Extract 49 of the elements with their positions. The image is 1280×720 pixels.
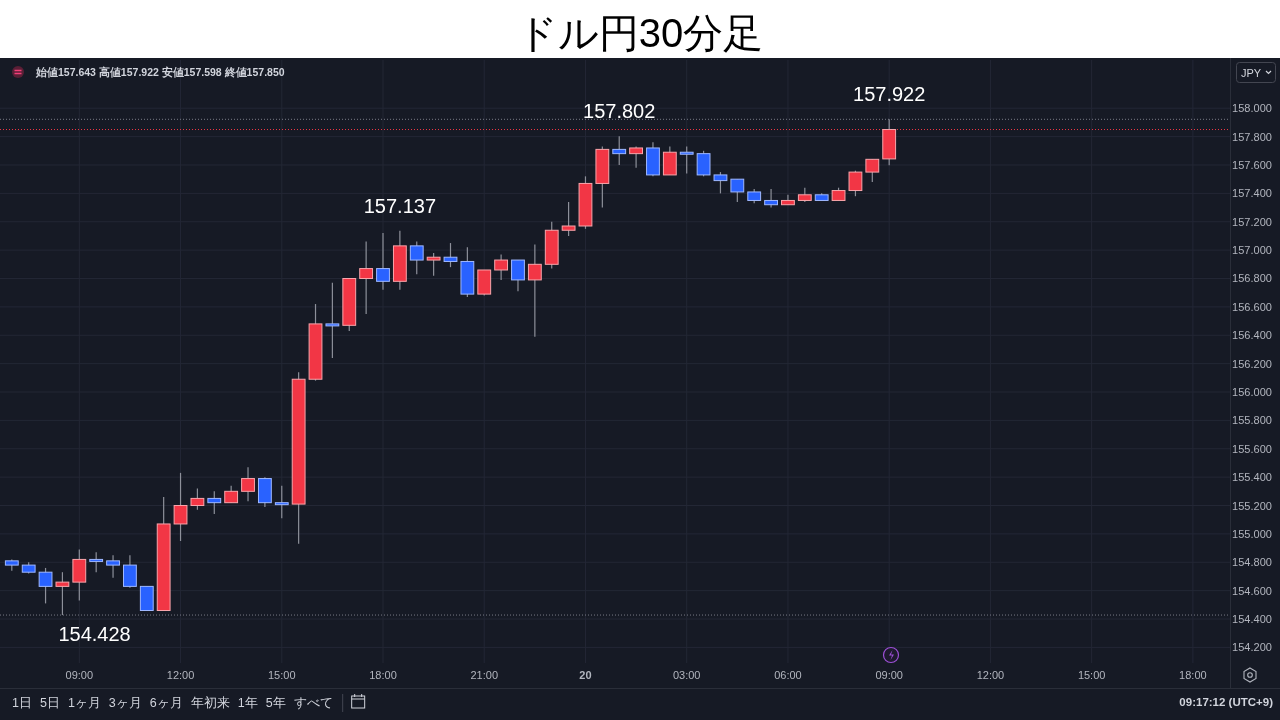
- y-tick-label: 158.000: [1232, 102, 1272, 115]
- annotation: 157.137: [363, 194, 437, 217]
- y-tick-label: 157.200: [1232, 215, 1272, 228]
- y-tick-label: 155.200: [1232, 499, 1272, 512]
- x-tick-label: 09:00: [65, 669, 94, 681]
- y-tick-label: 157.600: [1232, 158, 1272, 171]
- text: 5年: [265, 695, 286, 710]
- annotation: 157.802: [583, 100, 656, 123]
- y-tick-label: 154.600: [1232, 584, 1272, 597]
- annotation: 154.428: [58, 623, 131, 646]
- text: JPY: [1241, 66, 1262, 79]
- x-tick-label: 03:00: [672, 669, 701, 681]
- text: 1年: [237, 695, 258, 710]
- text: 1ヶ月: [67, 695, 101, 710]
- text: 09:17:12 (UTC+9): [1179, 696, 1274, 708]
- y-tick-label: 156.000: [1232, 386, 1272, 398]
- y-tick-label: 155.600: [1232, 442, 1272, 455]
- text: 年初来: [190, 695, 230, 710]
- y-tick-label: 154.200: [1232, 641, 1272, 654]
- y-tick-label: 155.000: [1232, 527, 1272, 540]
- text: 3ヶ月: [108, 695, 142, 710]
- text: 5日: [39, 695, 60, 710]
- y-tick-label: 156.600: [1232, 300, 1272, 313]
- x-tick-label: 18:00: [1179, 669, 1207, 681]
- x-tick-label: 12:00: [976, 669, 1005, 681]
- text: すべて: [293, 695, 333, 710]
- y-tick-label: 156.800: [1232, 272, 1272, 285]
- annotation: 157.922: [853, 83, 926, 106]
- y-tick-label: 156.200: [1232, 357, 1272, 370]
- y-tick-label: 154.400: [1232, 613, 1272, 626]
- text: 6ヶ月: [149, 695, 183, 710]
- x-tick-label: 21:00: [470, 669, 498, 681]
- annotation: 始値157.643 高値157.922 安値157.598 終値157.850: [35, 65, 285, 78]
- chart-title: ドル円30分足: [516, 11, 764, 55]
- y-tick-label: 157.800: [1232, 130, 1272, 143]
- x-tick-label: 12:00: [166, 669, 195, 681]
- y-tick-label: 155.800: [1232, 414, 1272, 427]
- y-tick-label: 156.400: [1232, 329, 1272, 342]
- x-tick-label: 18:00: [369, 669, 397, 681]
- y-tick-label: 157.000: [1232, 244, 1272, 257]
- y-tick-label: 154.800: [1232, 556, 1272, 569]
- y-tick-label: 157.400: [1232, 187, 1272, 200]
- x-tick-label: 09:00: [875, 669, 903, 681]
- text: 1日: [12, 695, 32, 710]
- y-tick-label: 155.400: [1232, 471, 1272, 484]
- x-tick-label: 06:00: [774, 669, 802, 681]
- x-tick-label: 15:00: [1077, 669, 1106, 681]
- x-tick-label: 20: [579, 669, 592, 681]
- x-tick-label: 15:00: [268, 669, 296, 681]
